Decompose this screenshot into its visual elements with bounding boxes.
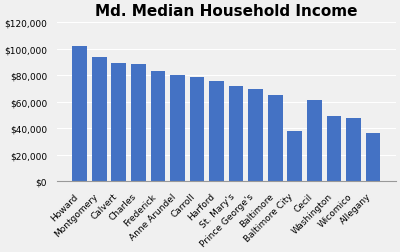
- Bar: [268, 96, 283, 182]
- Bar: [327, 117, 341, 182]
- Bar: [92, 57, 106, 182]
- Bar: [366, 134, 380, 182]
- Bar: [288, 132, 302, 182]
- Bar: [209, 81, 224, 182]
- Bar: [112, 64, 126, 182]
- Title: Md. Median Household Income: Md. Median Household Income: [95, 4, 358, 19]
- Bar: [150, 72, 165, 182]
- Bar: [190, 77, 204, 182]
- Bar: [229, 86, 244, 182]
- Bar: [248, 90, 263, 182]
- Bar: [72, 47, 87, 182]
- Bar: [170, 76, 185, 182]
- Bar: [131, 65, 146, 182]
- Bar: [307, 101, 322, 182]
- Bar: [346, 118, 361, 182]
